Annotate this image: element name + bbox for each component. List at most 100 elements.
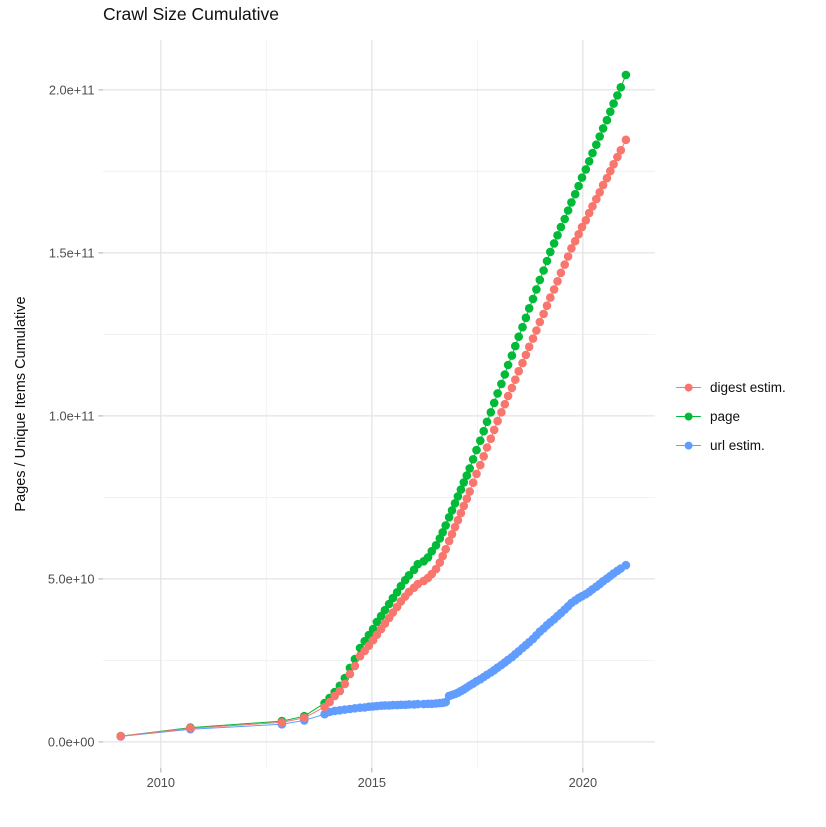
data-point-page [447, 506, 457, 515]
data-point-digest-estim [438, 551, 448, 561]
data-point-digest-estim [447, 529, 457, 539]
data-point-page [560, 214, 569, 224]
data-point-digest-estim [595, 188, 604, 197]
data-point-page [497, 379, 506, 389]
legend-label-url-estim: url estim. [710, 438, 765, 453]
data-point-digest-estim [613, 152, 622, 162]
data-point-digest-estim [186, 723, 195, 733]
legend-key-page-icon [676, 407, 701, 426]
data-point-digest-estim [511, 375, 520, 385]
data-point-page [392, 588, 402, 597]
data-point-digest-estim [584, 208, 594, 218]
data-point-digest-estim [459, 501, 469, 511]
data-point-page [441, 521, 451, 530]
y-axis-title: Pages / Unique Items Cumulative [13, 296, 29, 512]
legend-label-page: page [710, 409, 741, 424]
y-tick-label: 2.0e+11 [49, 82, 95, 97]
data-point-digest-estim [588, 202, 597, 211]
y-tick-label: 0.0e+00 [48, 734, 95, 749]
data-point-page [518, 322, 527, 332]
data-point-page [521, 313, 531, 323]
data-point-url-estim [413, 699, 423, 709]
data-point-digest-estim [546, 293, 555, 302]
data-point-digest-estim [450, 522, 460, 532]
data-point-page [493, 389, 502, 398]
data-point-digest-estim [476, 460, 485, 470]
data-point-digest-estim [570, 236, 580, 246]
data-point-digest-estim [606, 166, 615, 176]
data-point-page [444, 513, 454, 522]
data-point-page [588, 148, 597, 158]
data-point-digest-estim [560, 260, 569, 269]
data-point-page [584, 157, 594, 166]
data-point-digest-estim [621, 135, 631, 145]
series-url-estim [116, 560, 631, 741]
data-point-digest-estim [507, 383, 517, 393]
legend-key-url-estim-icon [676, 436, 701, 455]
chart-title: Crawl Size Cumulative [103, 4, 280, 24]
data-point-digest-estim [500, 399, 510, 409]
data-point-digest-estim [549, 285, 559, 294]
data-point-page [476, 436, 485, 446]
data-point-page [595, 132, 604, 141]
data-point-digest-estim [524, 342, 534, 352]
data-point-digest-estim [556, 268, 566, 278]
data-point-digest-estim [468, 478, 478, 488]
data-point-page [542, 256, 552, 266]
data-point-digest-estim [532, 326, 541, 335]
data-point-digest-estim [465, 487, 475, 496]
data-point-page [581, 165, 591, 174]
legend-item-url-estim: url estim. [676, 436, 786, 455]
data-point-digest-estim [472, 469, 481, 479]
data-point-page [532, 285, 541, 294]
data-point-page [396, 581, 406, 591]
data-point-page [592, 140, 601, 149]
series-page [116, 70, 631, 741]
data-point-page [598, 124, 608, 133]
data-point-page [456, 485, 466, 494]
data-point-digest-estim [431, 564, 441, 574]
x-tick-label: 2015 [358, 775, 386, 790]
data-point-page [553, 231, 562, 240]
data-point-digest-estim [482, 443, 492, 452]
data-point-digest-estim [497, 408, 506, 417]
data-point-page [507, 351, 517, 360]
data-point-page [438, 528, 448, 537]
data-point-page [511, 341, 520, 351]
data-point-digest-estim [444, 536, 454, 546]
data-point-page [528, 294, 538, 304]
data-point-page [431, 541, 441, 550]
data-point-digest-estim [518, 358, 527, 368]
data-point-page [500, 370, 510, 379]
y-tick-label: 1.0e+11 [49, 408, 95, 423]
data-point-digest-estim [116, 731, 125, 741]
data-point-digest-estim [616, 145, 626, 155]
data-point-digest-estim [602, 173, 612, 183]
data-point-page [535, 275, 545, 285]
data-point-page [482, 417, 492, 427]
data-point-page [486, 408, 496, 417]
data-point-page [621, 70, 631, 80]
data-point-digest-estim [503, 391, 513, 401]
data-point-page [423, 553, 433, 562]
data-point-digest-estim [493, 416, 502, 426]
data-point-page [524, 304, 534, 313]
y-tick-label: 1.5e+11 [49, 245, 95, 260]
data-point-digest-estim [528, 334, 538, 343]
data-point-digest-estim [598, 180, 608, 190]
data-point-digest-estim [453, 515, 463, 525]
data-point-digest-estim [542, 301, 552, 311]
x-axis: 2010 2015 2020 [147, 768, 597, 790]
y-axis: 0.0e+00 5.0e+10 1.0e+11 1.5e+11 2.0e+11 [48, 82, 103, 749]
data-point-digest-estim [539, 309, 548, 319]
x-tick-label: 2010 [147, 775, 175, 790]
data-point-url-estim [621, 560, 631, 570]
data-point-page [514, 332, 523, 342]
data-point-page [450, 499, 460, 508]
data-point-digest-estim [514, 366, 523, 376]
data-point-page [472, 445, 481, 455]
data-point-digest-estim [435, 558, 445, 567]
data-point-page [404, 571, 414, 580]
data-point-digest-estim [350, 661, 360, 671]
